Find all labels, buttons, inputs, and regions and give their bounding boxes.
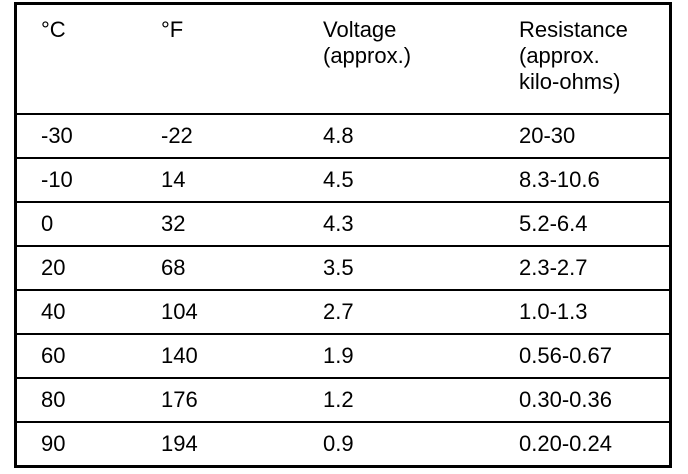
table-cell: 4.5 <box>323 167 354 192</box>
table-cell: 60 <box>41 343 66 368</box>
table-cell: 0.20-0.24 <box>519 431 612 456</box>
table-cell: -10 <box>41 167 73 192</box>
header-cell: Voltage (approx.) <box>323 17 411 69</box>
table-cell: -30 <box>41 123 73 148</box>
table-cell: 194 <box>161 431 198 456</box>
table-row: 40 104 2.7 1.0-1.3 <box>17 289 669 333</box>
header-row: °C °F Voltage (approx.) Resistance (approx. ki… <box>17 5 669 113</box>
table-row: 60 140 1.9 0.56-0.67 <box>17 333 669 377</box>
table-cell: 2.7 <box>323 299 354 324</box>
table-cell: 0 <box>41 211 54 236</box>
header-cell: °C <box>41 17 66 43</box>
table-cell: 40 <box>41 299 66 324</box>
table-cell: 0.56-0.67 <box>519 343 612 368</box>
table-cell: 176 <box>161 387 198 412</box>
table: °C °F Voltage (approx.) Resistance (approx. ki… <box>14 2 672 468</box>
table-cell: -22 <box>161 123 193 148</box>
header-text: °F <box>161 17 184 42</box>
table-cell: 68 <box>161 255 186 280</box>
table-cell: 8.3-10.6 <box>519 167 600 192</box>
table-cell: 0.30-0.36 <box>519 387 612 412</box>
table-cell: 90 <box>41 431 66 456</box>
table-cell: 2.3-2.7 <box>519 255 588 280</box>
table-cell: 32 <box>161 211 186 236</box>
header-text: (approx. <box>519 43 600 68</box>
header-cell: °F <box>161 17 183 43</box>
table-cell: 4.8 <box>323 123 354 148</box>
table-cell: 1.0-1.3 <box>519 299 588 324</box>
table-row: 0 32 4.3 5.2-6.4 <box>17 201 669 245</box>
header-text: (approx.) <box>323 43 412 68</box>
table-cell: 104 <box>161 299 198 324</box>
table-cell: 20-30 <box>519 123 576 148</box>
header-text: Resistance <box>519 17 628 42</box>
header-text: Voltage <box>323 17 397 42</box>
table-cell: 80 <box>41 387 66 412</box>
table-row: -10 14 4.5 8.3-10.6 <box>17 157 669 201</box>
table-row: 90 194 0.9 0.20-0.24 <box>17 421 669 465</box>
table-cell: 14 <box>161 167 186 192</box>
table-cell: 1.9 <box>323 343 354 368</box>
header-text: kilo-ohms) <box>519 69 621 94</box>
table-cell: 0.9 <box>323 431 354 456</box>
header-text: °C <box>41 17 66 42</box>
table-cell: 1.2 <box>323 387 354 412</box>
table-cell: 4.3 <box>323 211 354 236</box>
table-cell: 3.5 <box>323 255 354 280</box>
table-cell: 5.2-6.4 <box>519 211 588 236</box>
header-cell: Resistance (approx. kilo-ohms) <box>519 17 628 95</box>
table-cell: 20 <box>41 255 66 280</box>
table-row: 20 68 3.5 2.3-2.7 <box>17 245 669 289</box>
table-cell: 140 <box>161 343 198 368</box>
table-row: -30 -22 4.8 20-30 <box>17 113 669 157</box>
table-row: 80 176 1.2 0.30-0.36 <box>17 377 669 421</box>
